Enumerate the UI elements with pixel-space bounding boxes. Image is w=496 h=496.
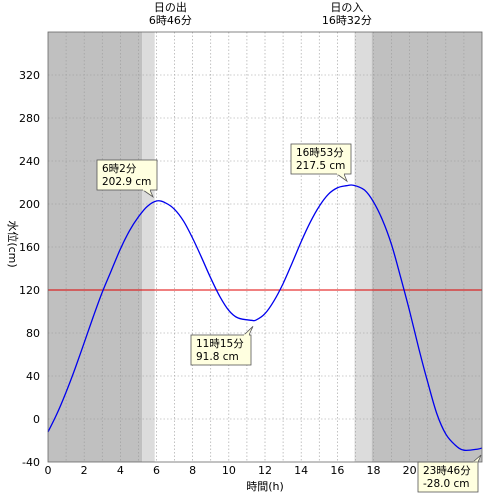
sun-event-title: 日の出 <box>154 0 187 14</box>
sun-event-time: 6時46分 <box>149 14 192 27</box>
y-tick-label: 40 <box>26 370 40 383</box>
plot-frame <box>47 31 483 463</box>
extremum-value: 91.8 cm <box>196 351 239 363</box>
extremum-time: 6時2分 <box>102 163 137 175</box>
y-axis-title: 水位(cm) <box>6 220 20 267</box>
callout-box <box>190 334 252 366</box>
x-tick-label: 2 <box>81 464 88 477</box>
x-tick-label: 12 <box>258 464 272 477</box>
y-tick-label: 240 <box>19 155 40 168</box>
extremum-value: 202.9 cm <box>102 176 151 188</box>
sun-event-title: 日の入 <box>330 1 363 14</box>
y-tick-label: 200 <box>19 198 40 211</box>
x-axis-title: 時間(h) <box>246 480 284 493</box>
extremum-time: 23時46分 <box>423 465 471 477</box>
callout-pointer <box>335 173 348 183</box>
extremum-value: -28.0 cm <box>423 478 470 490</box>
x-tick-label: 0 <box>45 464 52 477</box>
callout-box <box>290 143 352 175</box>
x-tick-label: 20 <box>403 464 417 477</box>
y-tick-label: 160 <box>19 241 40 254</box>
y-tick-label: 280 <box>19 112 40 125</box>
callout-pointer <box>243 326 254 336</box>
y-tick-label: 120 <box>19 284 40 297</box>
x-tick-label: 16 <box>330 464 344 477</box>
extremum-time: 11時15分 <box>196 338 244 350</box>
x-tick-label: 10 <box>222 464 236 477</box>
tide-line <box>47 184 483 452</box>
x-tick-label: 8 <box>189 464 196 477</box>
y-tick-label: 320 <box>19 69 40 82</box>
x-tick-label: 14 <box>294 464 308 477</box>
extremum-time: 16時53分 <box>296 147 344 159</box>
x-tick-label: 18 <box>367 464 381 477</box>
x-tick-label: 4 <box>117 464 124 477</box>
x-tick-label: 6 <box>153 464 160 477</box>
y-tick-label: -40 <box>22 456 40 469</box>
night-band <box>142 32 155 462</box>
extremum-value: 217.5 cm <box>296 160 345 172</box>
y-tick-label: 0 <box>33 413 40 426</box>
y-tick-label: 80 <box>26 327 40 340</box>
callout-box <box>417 461 479 493</box>
sun-event-time: 16時32分 <box>322 14 372 27</box>
extremum-callout: 23時46分-28.0 cm <box>417 454 482 493</box>
callout-box <box>96 159 158 191</box>
